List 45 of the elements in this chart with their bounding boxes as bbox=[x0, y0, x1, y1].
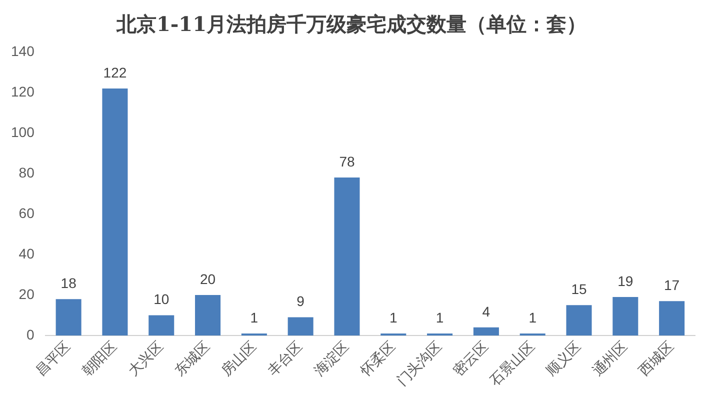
y-tick-label: 0 bbox=[26, 326, 35, 342]
bar bbox=[334, 178, 360, 336]
x-tick-label: 朝阳区 bbox=[79, 338, 120, 380]
y-tick-label: 20 bbox=[18, 286, 35, 302]
bar bbox=[56, 299, 82, 336]
bar bbox=[102, 88, 128, 336]
data-label: 18 bbox=[60, 274, 77, 291]
y-tick-label: 80 bbox=[18, 164, 35, 180]
x-tick-label: 昌平区 bbox=[32, 338, 74, 380]
data-label: 4 bbox=[482, 303, 490, 320]
y-tick-label: 100 bbox=[11, 124, 35, 140]
x-tick-label: 大兴区 bbox=[126, 338, 167, 380]
x-tick-label: 房山区 bbox=[218, 338, 260, 380]
data-label: 19 bbox=[618, 272, 634, 289]
x-tick-label: 海淀区 bbox=[311, 338, 352, 380]
bar bbox=[288, 317, 314, 336]
data-label: 122 bbox=[103, 64, 127, 80]
x-tick-label: 东城区 bbox=[172, 338, 214, 380]
x-tick-label: 西城区 bbox=[636, 338, 678, 380]
bar bbox=[473, 327, 499, 336]
data-label: 15 bbox=[571, 281, 587, 298]
data-label: 10 bbox=[154, 291, 170, 308]
bar bbox=[566, 305, 592, 336]
bar bbox=[659, 301, 685, 336]
y-tick-label: 60 bbox=[18, 204, 35, 221]
data-label: 20 bbox=[200, 270, 216, 287]
data-label: 78 bbox=[339, 153, 355, 170]
x-tick-label: 顺义区 bbox=[543, 338, 584, 380]
chart-title: 北京1-11月法拍房千万级豪宅成交数量（单位：套） bbox=[115, 12, 587, 36]
data-label: 1 bbox=[436, 309, 444, 326]
y-tick-label: 120 bbox=[11, 83, 35, 100]
data-label: 1 bbox=[389, 309, 398, 326]
x-tick-label: 通州区 bbox=[590, 338, 631, 380]
data-label: 9 bbox=[296, 293, 305, 310]
bar bbox=[195, 295, 221, 336]
y-tick-label: 40 bbox=[18, 245, 35, 262]
x-tick-label: 门头沟区 bbox=[394, 338, 446, 390]
data-label: 1 bbox=[528, 309, 537, 326]
x-tick-label: 丰台区 bbox=[264, 338, 306, 380]
bar bbox=[612, 297, 638, 336]
x-tick-label: 石景山区 bbox=[487, 338, 538, 390]
data-label: 1 bbox=[250, 309, 258, 326]
data-label: 17 bbox=[664, 276, 680, 293]
y-tick-label: 140 bbox=[11, 42, 35, 59]
bar bbox=[148, 315, 174, 336]
